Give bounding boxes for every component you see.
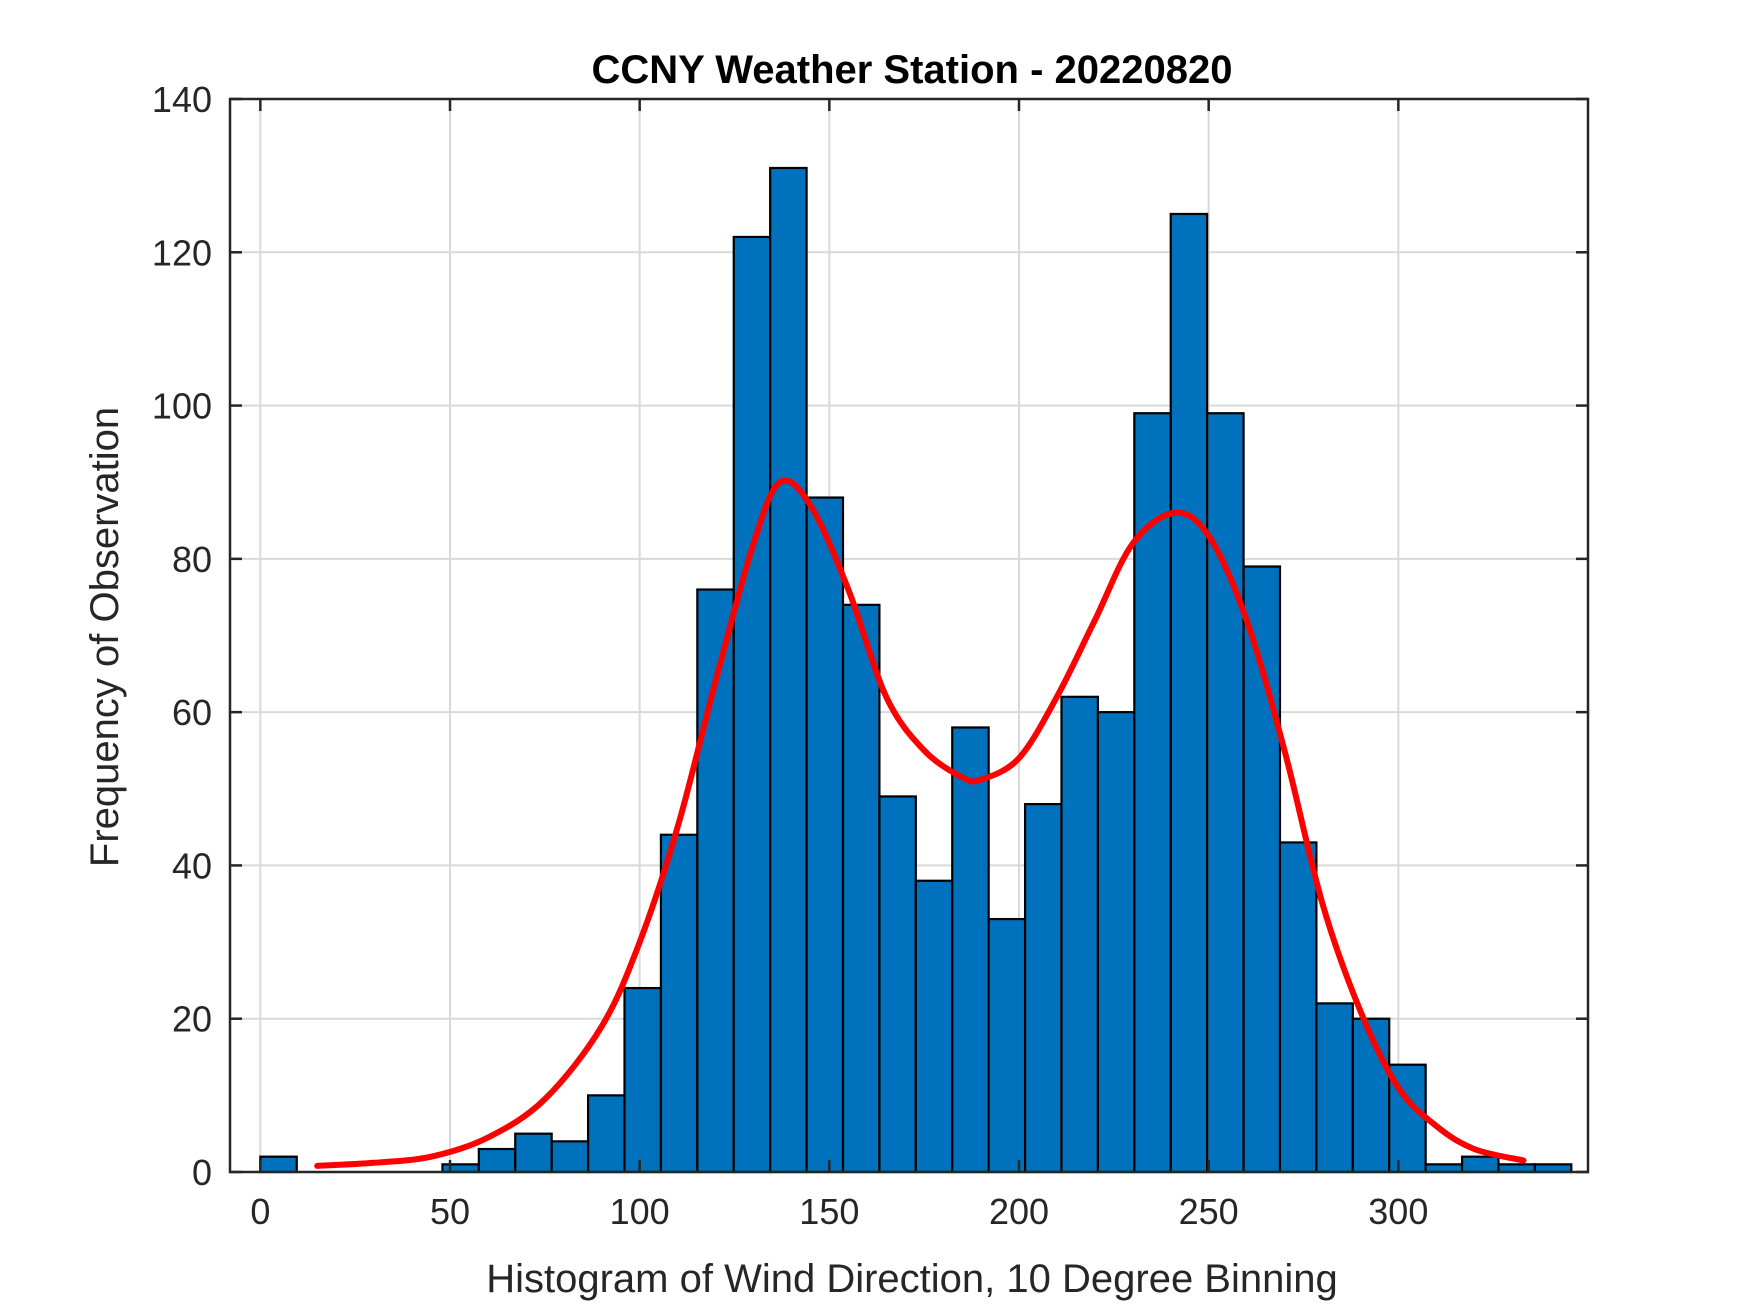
- y-tick-label: 0: [192, 1152, 212, 1193]
- y-tick-label: 20: [172, 999, 212, 1040]
- histogram-bar: [1460, 1155, 1500, 1174]
- histogram-bar: [987, 917, 1027, 1174]
- histogram-bar: [732, 235, 772, 1174]
- histogram-bar: [259, 1155, 298, 1174]
- histogram-bar: [659, 833, 699, 1174]
- y-tick-label: 100: [152, 386, 212, 427]
- histogram-bar: [1023, 803, 1063, 1174]
- histogram-bar: [1278, 841, 1318, 1174]
- histogram-bar: [1169, 212, 1209, 1174]
- histogram-bars: [259, 166, 1573, 1174]
- histogram-bar: [914, 879, 954, 1174]
- tick-marks: [230, 97, 1588, 1174]
- y-tick-label: 140: [152, 79, 212, 120]
- histogram-bar: [805, 496, 845, 1174]
- x-tick-label: 100: [610, 1191, 670, 1232]
- x-tick-label: 0: [250, 1191, 270, 1232]
- histogram-bar: [477, 1147, 517, 1174]
- histogram-bar: [841, 603, 881, 1174]
- x-tick-label: 150: [799, 1191, 859, 1232]
- x-tick-labels: 0 50 100 150 200 250 300: [250, 1191, 1428, 1232]
- y-tick-label: 80: [172, 539, 212, 580]
- x-tick-label: 200: [989, 1191, 1049, 1232]
- axes-box: [228, 97, 1590, 1174]
- x-tick-label: 300: [1368, 1191, 1428, 1232]
- x-tick-label: 50: [430, 1191, 470, 1232]
- y-tick-label: 60: [172, 692, 212, 733]
- histogram-bar: [878, 795, 917, 1174]
- histogram-bar: [514, 1132, 553, 1174]
- histogram-bar: [1060, 695, 1100, 1174]
- x-axis-label: Histogram of Wind Direction, 10 Degree B…: [486, 1257, 1338, 1301]
- histogram-bar: [1206, 412, 1245, 1174]
- y-tick-labels: 0 20 40 60 80 100 120 140: [152, 79, 212, 1193]
- y-axis-label: Frequency of Observation: [83, 407, 127, 867]
- histogram-bar: [1096, 711, 1136, 1174]
- histogram-bar: [951, 726, 990, 1174]
- y-tick-label: 120: [152, 232, 212, 273]
- fit-curve: [314, 477, 1527, 1169]
- histogram-bar: [1133, 412, 1172, 1174]
- histogram-bar: [550, 1140, 590, 1174]
- histogram-bar: [586, 1094, 626, 1174]
- x-tick-label: 250: [1179, 1191, 1239, 1232]
- histogram-bar: [623, 986, 663, 1174]
- histogram-bar: [1315, 1002, 1354, 1174]
- histogram-bar: [769, 166, 808, 1174]
- y-tick-label: 40: [172, 845, 212, 886]
- chart-title: CCNY Weather Station - 20220820: [592, 48, 1233, 92]
- histogram-bar: [1242, 565, 1282, 1174]
